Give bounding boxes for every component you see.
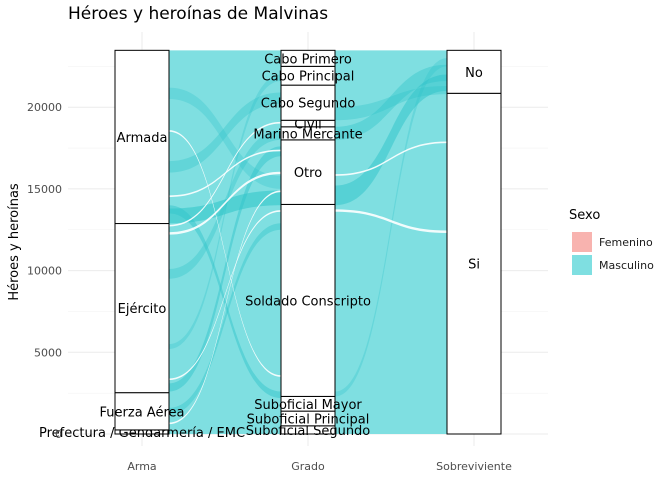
y-tick-label: 10000 [27, 265, 62, 278]
stratum-label-otro: Otro [294, 166, 322, 181]
flow-arma-grado-6 [169, 87, 281, 189]
strata-sobreviviente: Si No [446, 49, 502, 435]
x-axis: Arma Grado Sobreviviente [127, 460, 512, 473]
stratum-label-prefectura-gendarmeria-emc: Prefectura / Gendarmería / EMC [39, 426, 245, 441]
legend-label-masculino: Masculino [599, 259, 654, 272]
flow-arma-grado-4 [169, 205, 281, 399]
flow-gap-left-2 [169, 210, 281, 381]
legend-item-masculino: Masculino [572, 255, 672, 277]
y-tick-label: 15000 [27, 183, 62, 196]
y-tick-label: 0 [55, 428, 62, 441]
stratum-soldado-conscripto [280, 203, 336, 397]
flow-arma-grado-base [169, 50, 281, 434]
flow-gap-left-4 [169, 130, 281, 377]
stratum-label-armada: Armada [117, 131, 168, 146]
chart-title: Héroes y heroínas de Malvinas [68, 4, 329, 24]
legend-title: Sexo [569, 208, 601, 223]
stratum-armada [114, 49, 170, 225]
stratum-label-suboficial-mayor: Suboficial Mayor [254, 398, 362, 413]
stratum-no [446, 49, 502, 94]
stratum-label-cabo-primero: Cabo Primero [264, 52, 352, 67]
legend-item-femenino: Femenino [572, 232, 672, 254]
stratum-label-civil: Civil [294, 118, 322, 133]
flow-gap-left-0 [169, 171, 281, 235]
x-tick-label-grado: Grado [291, 460, 325, 473]
x-tick-label-arma: Arma [127, 460, 156, 473]
legend-key-masculino [572, 255, 592, 275]
stratum-ejercito [114, 223, 170, 394]
stratum-label-marino-mercante: Marino Mercante [253, 127, 362, 142]
flow-arma-grado-1 [169, 146, 281, 392]
flow-arma-grado-3 [169, 223, 281, 415]
stratum-label-soldado-conscripto: Soldado Conscripto [245, 294, 371, 309]
flow-gap-right-0 [335, 209, 447, 234]
stratum-otro [280, 139, 336, 205]
flow-arma-grado-5 [169, 92, 281, 173]
flow-grado-sobre-1 [335, 64, 447, 140]
y-axis-label: Héroes y heroínas [7, 183, 22, 301]
flow-arma-grado-7 [169, 74, 281, 350]
flow-grado-sobre-3 [335, 58, 447, 397]
flow-gap-left-5 [169, 149, 281, 198]
stratum-label-cabo-segundo: Cabo Segundo [261, 97, 356, 112]
stratum-cabo-segundo [280, 84, 336, 121]
stratum-cabo-primero [280, 49, 336, 67]
stratum-label-cabo-principal: Cabo Principal [262, 70, 355, 85]
stratum-label-fuerza-aerea: Fuerza Aérea [100, 405, 185, 420]
stratum-si [446, 92, 502, 435]
y-tick-label: 20000 [27, 101, 62, 114]
flow-gap-left-3 [169, 190, 281, 425]
y-tick-label: 5000 [34, 346, 62, 359]
y-axis: 0 5000 10000 15000 20000 Héroes y heroínas [7, 101, 62, 441]
stratum-label-no: No [465, 66, 483, 81]
legend-key-femenino [572, 232, 592, 252]
stratum-label-suboficial-segundo: Suboficial Segundo [246, 424, 371, 439]
flows [169, 50, 447, 434]
stratum-label-suboficial-principal: Suboficial Principal [247, 412, 370, 427]
legend-label-femenino: Femenino [599, 236, 653, 249]
flow-grado-sobre-2 [335, 85, 447, 121]
x-tick-label-sobreviviente: Sobreviviente [436, 460, 512, 473]
stratum-label-si: Si [468, 258, 480, 273]
strata-arma: Prefectura / Gendarmería / EMC Fuerza Aér… [39, 49, 245, 441]
stratum-fuerza-aerea [114, 392, 170, 431]
flow-grado-sobre-0 [335, 74, 447, 206]
stratum-label-ejercito: Ejército [118, 302, 167, 317]
flow-gap-right-1 [335, 141, 447, 176]
